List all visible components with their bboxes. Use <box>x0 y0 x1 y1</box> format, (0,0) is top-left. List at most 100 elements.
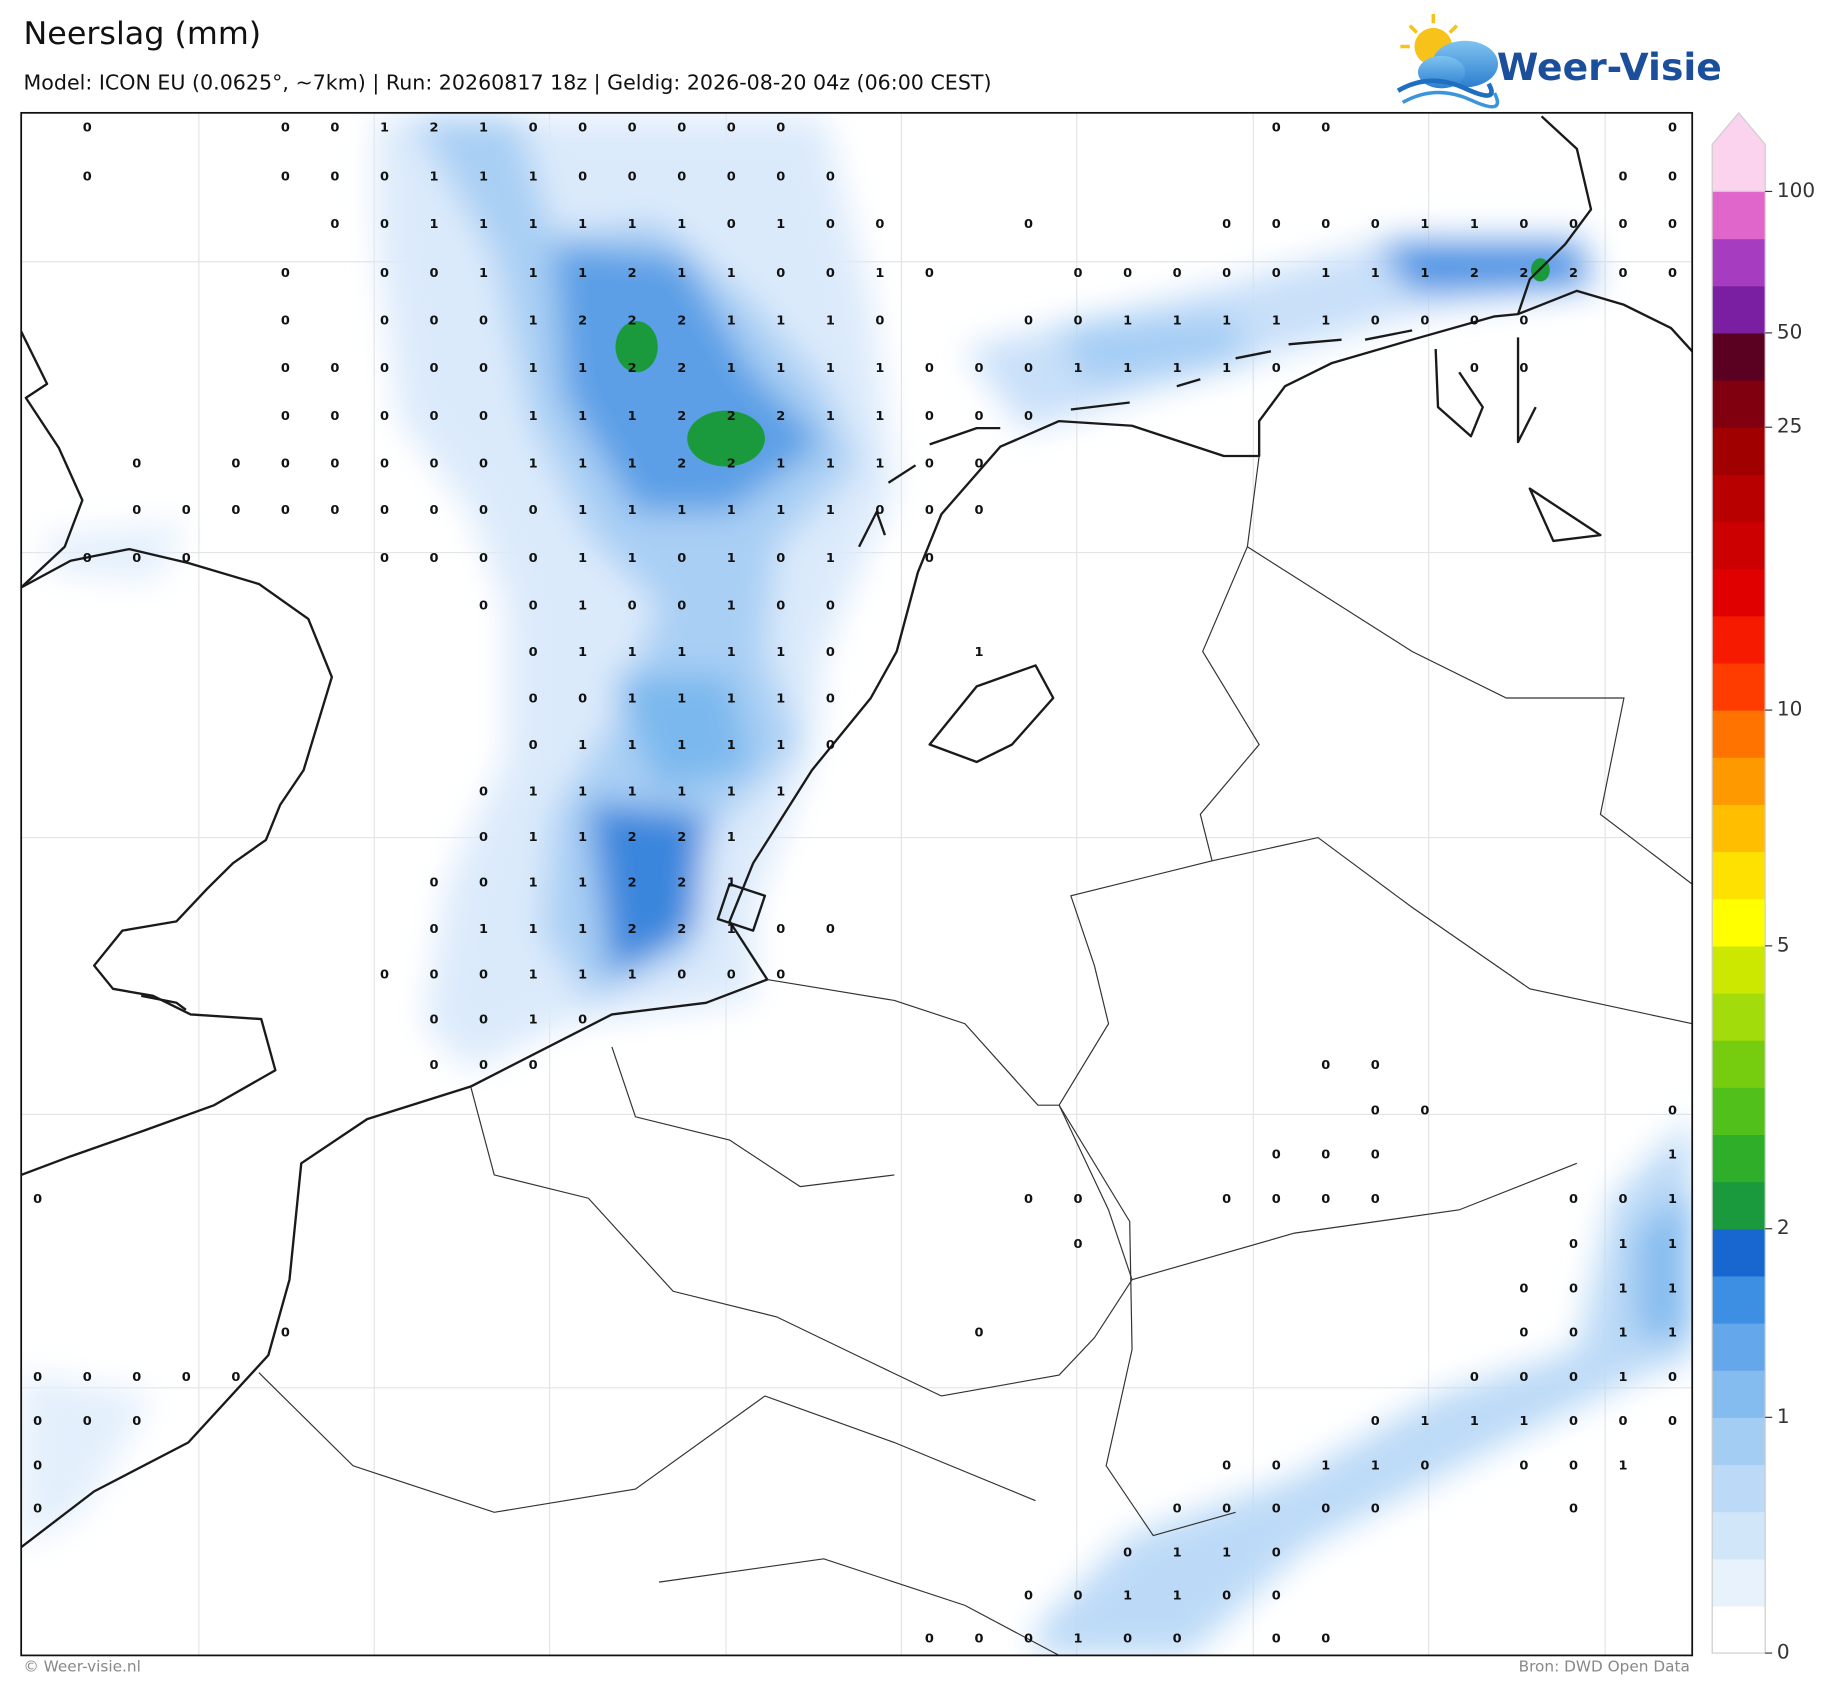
grid-value: 0 <box>1371 1104 1380 1119</box>
grid-value: 1 <box>529 785 538 800</box>
grid-value: 1 <box>677 645 686 660</box>
grid-value: 1 <box>529 217 538 232</box>
grid-value: 0 <box>132 1414 141 1429</box>
grid-value: 1 <box>776 314 785 329</box>
grid-value: 0 <box>1619 1414 1628 1429</box>
grid-value: 1 <box>776 217 785 232</box>
grid-value: 1 <box>1173 1546 1182 1561</box>
colorbar-swatch <box>1712 1181 1766 1230</box>
grid-value: 0 <box>1272 1632 1281 1647</box>
colorbar-tick-label: 10 <box>1777 698 1802 721</box>
grid-value: 0 <box>1371 1414 1380 1429</box>
grid-value: 0 <box>1321 1148 1330 1163</box>
grid-value: 0 <box>479 876 488 891</box>
grid-value: 1 <box>578 457 587 472</box>
grid-value: 0 <box>330 169 339 184</box>
grid-value: 0 <box>1519 1370 1528 1385</box>
grid-value: 1 <box>578 785 587 800</box>
grid-value: 0 <box>578 692 587 707</box>
colorbar-tick-label: 5 <box>1777 933 1790 956</box>
grid-value: 0 <box>281 361 290 376</box>
grid-value: 0 <box>677 967 686 982</box>
grid-value: 0 <box>479 1058 488 1073</box>
grid-value: 0 <box>33 1192 42 1207</box>
grid-value: 1 <box>826 409 835 424</box>
colorbar-swatch <box>1712 1370 1766 1418</box>
grid-value: 1 <box>826 361 835 376</box>
grid-value: 0 <box>1222 1501 1231 1516</box>
colorbar-swatch <box>1712 1558 1766 1607</box>
grid-value: 0 <box>1668 1414 1677 1429</box>
colorbar-swatch <box>1712 427 1766 475</box>
colorbar-swatch <box>1712 1511 1766 1560</box>
grid-value: 1 <box>578 217 587 232</box>
grid-value: 0 <box>1371 1148 1380 1163</box>
grid-value: 0 <box>925 409 934 424</box>
grid-value: 1 <box>529 314 538 329</box>
grid-value: 1 <box>578 876 587 891</box>
grid-value: 1 <box>1420 1414 1429 1429</box>
grid-value: 1 <box>529 830 538 845</box>
colorbar-tick-label: 1 <box>1777 1405 1790 1428</box>
grid-value: 0 <box>826 599 835 614</box>
grid-value: 1 <box>429 217 438 232</box>
colorbar-swatch <box>1712 898 1766 947</box>
grid-value: 0 <box>1420 1458 1429 1473</box>
coastlines <box>21 115 1693 1549</box>
grid-value: 2 <box>628 314 637 329</box>
grid-value: 1 <box>578 551 587 566</box>
grid-value: 0 <box>1569 1282 1578 1297</box>
colorbar-swatch <box>1712 662 1766 711</box>
grid-value: 1 <box>628 409 637 424</box>
grid-value: 0 <box>231 503 240 518</box>
grid-value: 2 <box>677 361 686 376</box>
grid-value: 0 <box>628 599 637 614</box>
grid-value: 0 <box>1569 1237 1578 1252</box>
grid-value: 0 <box>925 503 934 518</box>
grid-value: 0 <box>479 503 488 518</box>
colorbar-swatch <box>1712 1464 1766 1513</box>
colorbar-swatch <box>1712 757 1766 805</box>
colorbar-swatch <box>1712 1228 1766 1277</box>
colorbar-swatch <box>1712 615 1766 664</box>
grid-value: 1 <box>529 457 538 472</box>
grid-value: 0 <box>925 457 934 472</box>
grid-value: 0 <box>1371 1192 1380 1207</box>
grid-value: 0 <box>974 361 983 376</box>
grid-value: 0 <box>1470 1370 1479 1385</box>
grid-value: 0 <box>1569 1414 1578 1429</box>
grid-value: 0 <box>479 599 488 614</box>
grid-value: 0 <box>1024 217 1033 232</box>
precipitation-peak <box>615 321 658 373</box>
grid-value: 0 <box>1619 217 1628 232</box>
grid-value: 0 <box>677 551 686 566</box>
grid-value: 0 <box>529 599 538 614</box>
grid-value: 1 <box>1619 1458 1628 1473</box>
grid-value: 1 <box>1668 1326 1677 1341</box>
grid-value: 0 <box>330 121 339 136</box>
grid-value: 1 <box>677 266 686 281</box>
grid-value: 2 <box>1569 266 1578 281</box>
grid-value: 1 <box>1222 314 1231 329</box>
grid-value: 0 <box>1222 1192 1231 1207</box>
grid-value: 0 <box>429 457 438 472</box>
grid-value: 2 <box>628 266 637 281</box>
grid-value: 0 <box>925 1632 934 1647</box>
grid-value: 0 <box>281 409 290 424</box>
colorbar-tick-label: 100 <box>1777 179 1815 202</box>
grid-value: 1 <box>1173 1589 1182 1604</box>
colorbar-swatch <box>1712 804 1766 853</box>
grid-value: 0 <box>1619 169 1628 184</box>
grid-value: 0 <box>1074 1589 1083 1604</box>
grid-value: 1 <box>529 169 538 184</box>
grid-value: 0 <box>1519 1282 1528 1297</box>
colorbar-swatch <box>1712 1417 1766 1466</box>
grid-value: 0 <box>1519 217 1528 232</box>
grid-value: 0 <box>479 361 488 376</box>
grid-value: 1 <box>628 692 637 707</box>
map-frame <box>20 111 1694 1657</box>
grid-value: 0 <box>330 503 339 518</box>
colorbar-tick-label: 25 <box>1777 415 1802 438</box>
colorbar-swatch <box>1712 1087 1766 1136</box>
grid-value: 1 <box>1173 361 1182 376</box>
